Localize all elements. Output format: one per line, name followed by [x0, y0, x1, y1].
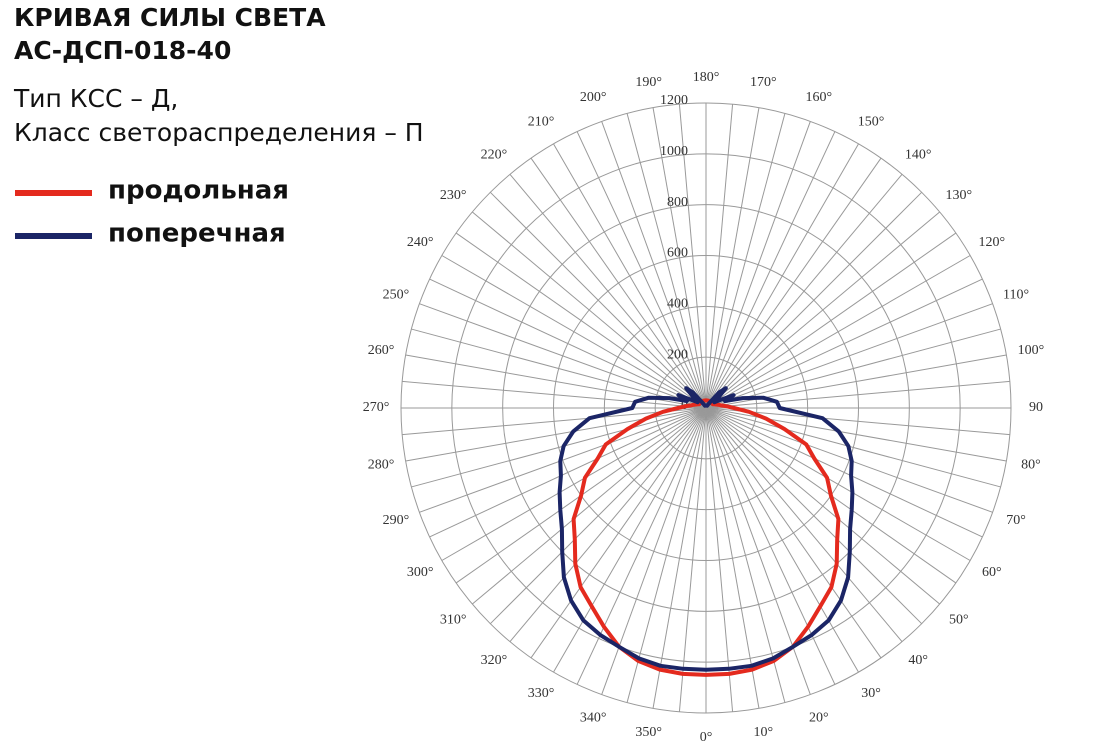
angle-label: 60°: [982, 565, 1002, 580]
angle-label: 170°: [750, 75, 777, 90]
legend-label: поперечная: [108, 219, 286, 249]
angle-label: 20°: [809, 710, 829, 725]
angle-label: 0°: [700, 730, 713, 745]
angle-label: 350°: [635, 725, 662, 740]
r-tick-label: 1000: [660, 144, 688, 159]
grid-circle: [502, 204, 910, 612]
chart-title: КРИВАЯ СИЛЫ СВЕТА: [14, 3, 326, 32]
subtitle: Тип КСС – Д,: [13, 84, 178, 113]
grid-circle: [603, 305, 809, 511]
angle-label: 320°: [481, 653, 508, 668]
grid-circle: [451, 153, 961, 663]
angle-label: 120°: [978, 235, 1005, 250]
angle-label: 300°: [407, 565, 434, 580]
angle-label: 100°: [1018, 343, 1045, 358]
legend-label: продольная: [108, 176, 289, 206]
angle-label: 110°: [1003, 287, 1029, 302]
series-line: [571, 398, 841, 677]
angle-label: 280°: [368, 458, 395, 473]
grid-circle: [654, 356, 758, 460]
chart-title: АС-ДСП-018-40: [14, 36, 231, 65]
angle-label: 290°: [383, 513, 410, 528]
angle-label: 160°: [806, 90, 833, 105]
angle-label: 10°: [753, 725, 773, 740]
angle-label: 250°: [383, 287, 410, 302]
angle-label: 270°: [363, 400, 390, 415]
angle-label: 330°: [528, 686, 555, 701]
angle-label: 230°: [440, 188, 467, 203]
r-tick-label: 1200: [660, 93, 688, 108]
grid-circle: [400, 102, 1012, 714]
angle-label: 30°: [861, 686, 881, 701]
r-tick-label: 400: [667, 297, 688, 312]
angle-label: 90: [1029, 400, 1043, 415]
angle-label: 260°: [368, 343, 395, 358]
r-tick-label: 600: [667, 246, 688, 261]
r-tick-label: 800: [667, 195, 688, 210]
angle-label: 130°: [945, 188, 972, 203]
angle-label: 340°: [580, 710, 607, 725]
grid-circle: [553, 255, 859, 561]
angle-label: 80°: [1021, 458, 1041, 473]
angle-label: 70°: [1006, 513, 1026, 528]
angle-label: 220°: [481, 147, 508, 162]
angle-label: 190°: [635, 75, 662, 90]
angle-label: 140°: [905, 147, 932, 162]
subtitle: Класс светораспределения – П: [14, 118, 424, 147]
angle-label: 50°: [949, 612, 969, 627]
angle-label: 210°: [528, 114, 555, 129]
angle-label: 240°: [407, 235, 434, 250]
series-line: [557, 386, 855, 672]
angle-label: 200°: [580, 90, 607, 105]
angle-label: 40°: [908, 653, 928, 668]
angle-label: 180°: [693, 70, 720, 85]
r-tick-label: 200: [667, 347, 688, 362]
angle-label: 310°: [440, 612, 467, 627]
angle-label: 150°: [858, 114, 885, 129]
